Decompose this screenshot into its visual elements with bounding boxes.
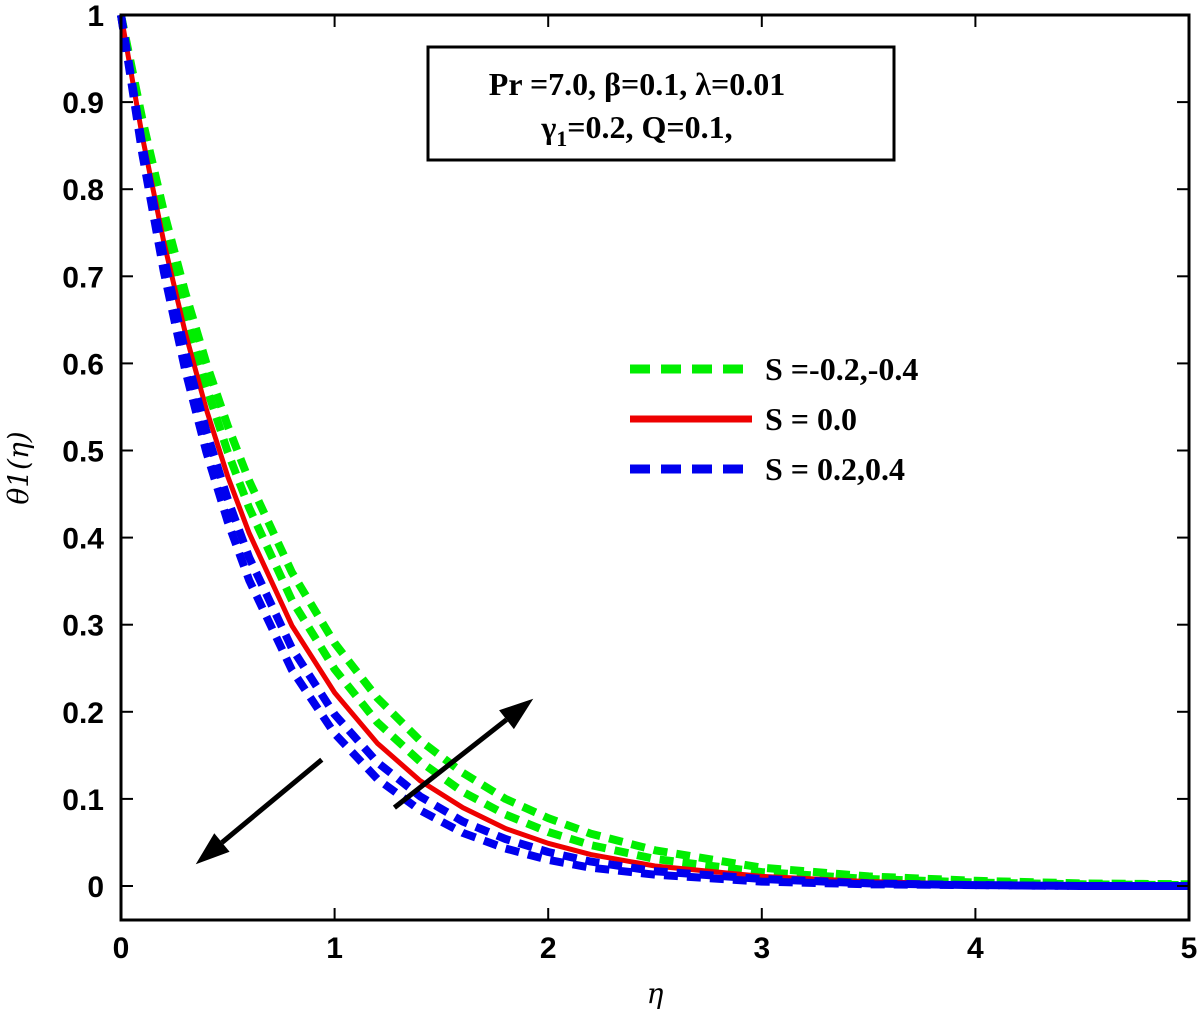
legend-label-s-0-0: S = 0.0	[765, 401, 857, 437]
theta-profile-chart: 0 1 2 3 4 5 0 0.1 0.2 0.3 0.4 0.5 0.6 0.7 0.8 0.9 1 η θ1…	[0, 0, 1200, 1009]
x-axis-label: η	[647, 977, 664, 1009]
x-tick-label: 5	[1181, 932, 1198, 965]
annotation-line-2: γ1=0.2, Q=0.1,	[540, 109, 732, 151]
legend: S =-0.2,-0.4 S = 0.0 S = 0.2,0.4	[630, 351, 918, 487]
y-tick-label: 0.6	[62, 348, 104, 381]
annotation-line-1: Pr =7.0, β=0.1, λ=0.01	[489, 66, 785, 102]
annotation-gamma-subscript: 1	[556, 126, 567, 151]
y-tick-label: 0.1	[62, 784, 104, 817]
y-tick-label: 0.5	[62, 436, 104, 469]
y-tick-label: 0.7	[62, 261, 104, 294]
y-tick-label: 0.9	[62, 87, 104, 120]
annotation-gamma: γ	[540, 109, 556, 145]
y-tick-label: 0.3	[62, 610, 104, 643]
y-tick-label: 1	[87, 0, 104, 33]
parameter-annotation: Pr =7.0, β=0.1, λ=0.01 γ1=0.2, Q=0.1,	[428, 47, 894, 160]
y-tick-label: 0.8	[62, 174, 104, 207]
legend-label-s-0-2-0-4: S =-0.2,-0.4	[765, 351, 918, 387]
legend-label-s-0-2-0-4: S = 0.2,0.4	[765, 451, 905, 487]
y-tick-label: 0.2	[62, 697, 104, 730]
y-tick-label: 0	[87, 871, 104, 904]
x-tick-label: 4	[967, 932, 984, 965]
x-tick-label: 0	[113, 932, 130, 965]
trend-arrow-shaft	[222, 760, 322, 843]
y-axis-label: θ1(η)	[2, 431, 35, 504]
x-tick-label: 1	[326, 932, 343, 965]
x-tick-label: 2	[540, 932, 557, 965]
annotation-line-2-rest: =0.2, Q=0.1,	[567, 109, 732, 145]
y-tick-label: 0.4	[62, 523, 104, 556]
x-tick-label: 3	[753, 932, 770, 965]
arrows-layer	[196, 699, 533, 864]
